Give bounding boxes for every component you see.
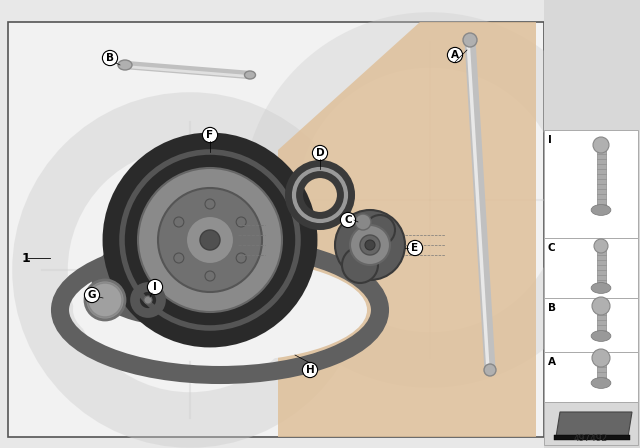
Bar	[544, 0, 640, 448]
Ellipse shape	[244, 71, 255, 79]
Ellipse shape	[591, 331, 611, 341]
Polygon shape	[278, 22, 536, 437]
Circle shape	[365, 240, 375, 250]
Text: 497492: 497492	[574, 434, 608, 443]
Text: D: D	[316, 148, 324, 158]
Ellipse shape	[128, 230, 242, 270]
Bar	[596, 306, 605, 336]
Circle shape	[342, 247, 378, 283]
Text: C: C	[548, 243, 556, 253]
Bar	[544, 352, 638, 402]
Circle shape	[205, 271, 215, 281]
Circle shape	[592, 349, 610, 367]
Bar	[544, 238, 638, 298]
Bar	[596, 358, 605, 383]
Circle shape	[186, 216, 234, 264]
Circle shape	[360, 235, 380, 255]
Circle shape	[88, 283, 122, 317]
Circle shape	[592, 297, 610, 315]
Circle shape	[144, 296, 152, 304]
Text: B: B	[106, 53, 114, 63]
Text: I: I	[153, 282, 157, 292]
Text: 1: 1	[22, 251, 31, 264]
Circle shape	[158, 188, 262, 292]
Circle shape	[365, 215, 395, 245]
Bar	[554, 435, 630, 440]
Text: G: G	[88, 290, 96, 300]
Circle shape	[205, 199, 215, 209]
Ellipse shape	[591, 205, 611, 215]
Ellipse shape	[114, 236, 286, 304]
Text: A: A	[548, 357, 556, 367]
Bar	[8, 22, 544, 437]
Text: B: B	[548, 303, 556, 313]
Ellipse shape	[118, 60, 132, 70]
Text: H: H	[306, 365, 314, 375]
Text: A: A	[451, 50, 459, 60]
Circle shape	[174, 217, 184, 227]
Ellipse shape	[591, 283, 611, 293]
Bar	[544, 298, 638, 352]
Circle shape	[174, 253, 184, 263]
Text: F: F	[207, 130, 214, 140]
Bar	[596, 145, 605, 210]
Circle shape	[594, 239, 608, 253]
Circle shape	[138, 168, 282, 312]
Circle shape	[463, 33, 477, 47]
Polygon shape	[556, 412, 632, 437]
Circle shape	[236, 253, 246, 263]
Bar	[596, 246, 605, 288]
Bar	[544, 402, 638, 445]
Text: E: E	[412, 243, 419, 253]
Circle shape	[355, 214, 371, 230]
Circle shape	[200, 230, 220, 250]
Text: I: I	[548, 135, 552, 145]
Text: C: C	[344, 215, 352, 225]
Circle shape	[350, 225, 390, 265]
Circle shape	[484, 364, 496, 376]
Ellipse shape	[73, 258, 367, 362]
Circle shape	[85, 280, 125, 320]
Ellipse shape	[591, 378, 611, 388]
Circle shape	[335, 210, 405, 280]
Bar	[544, 130, 638, 238]
Circle shape	[593, 137, 609, 153]
Circle shape	[236, 217, 246, 227]
